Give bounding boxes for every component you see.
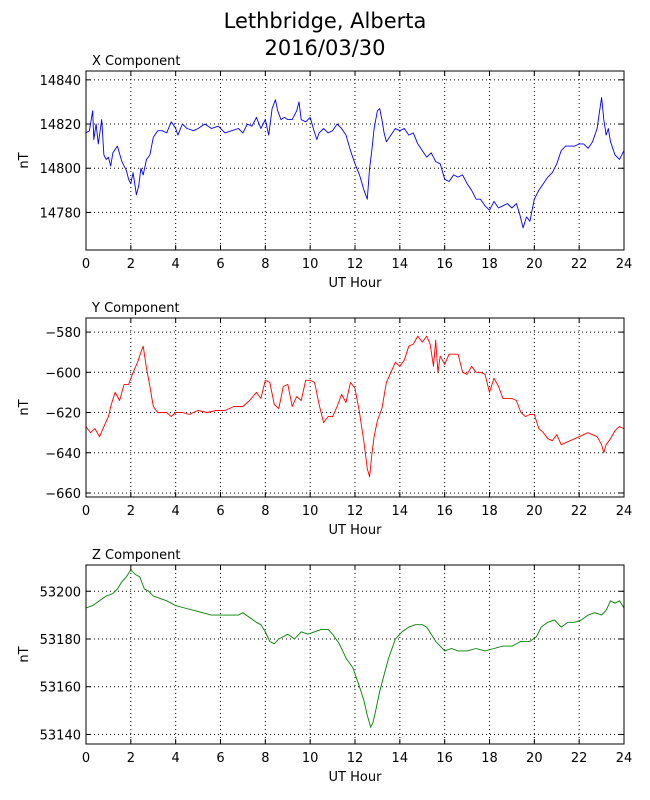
chart0-ytick-label: 14840 (40, 74, 81, 89)
chart1-xtick-label: 22 (571, 504, 588, 519)
chart0-xtick-label: 18 (481, 257, 498, 272)
chart1-ytick-label: −660 (45, 487, 81, 502)
chart1-xtick-label: 8 (261, 504, 269, 519)
chart2-xtick-label: 8 (261, 751, 269, 766)
chart1-xtick-label: 24 (616, 504, 633, 519)
chart2-xtick-label: 22 (571, 751, 588, 766)
chart2-ytick-label: 53200 (40, 585, 81, 600)
chart1-xtick-label: 16 (436, 504, 453, 519)
chart1-xtick-label: 18 (481, 504, 498, 519)
chart2-xtick-label: 4 (172, 751, 180, 766)
chart2-xtick-label: 16 (436, 751, 453, 766)
chart0-xtick-label: 22 (571, 257, 588, 272)
chart0-series-line (85, 97, 625, 229)
chart2-xtick-label: 20 (526, 751, 543, 766)
chart0-yaxis-label: nT (17, 152, 32, 168)
chart2-z-component-title: Z Component (92, 548, 181, 563)
chart2-xtick-label: 2 (127, 751, 135, 766)
chart2-xtick-label: 24 (616, 751, 633, 766)
figure-title-line1: Lethbridge, Alberta (223, 9, 427, 33)
chart1-xtick-label: 14 (392, 504, 409, 519)
chart0-ytick-label: 14800 (40, 162, 81, 177)
chart2-xtick-label: 12 (347, 751, 364, 766)
chart1-xtick-label: 10 (302, 504, 319, 519)
chart1-ytick-label: −580 (45, 326, 81, 341)
chart2-xtick-label: 18 (481, 751, 498, 766)
chart0-x-component-title: X Component (92, 54, 181, 69)
chart2-ytick-label: 53160 (40, 681, 81, 696)
chart0-ytick-label: 14820 (40, 118, 81, 133)
chart2-xtick-label: 14 (392, 751, 409, 766)
chart0-xtick-label: 20 (526, 257, 543, 272)
figure-title: Lethbridge, Alberta 2016/03/30 (0, 8, 650, 62)
chart1-ytick-label: −600 (45, 366, 81, 381)
y-component-panel: 0 2 4 6 8 10 12 14 16 18 20 22 24−580−600−620−640−66… (17, 301, 633, 538)
chart2-xtick-label: 10 (302, 751, 319, 766)
chart1-y-component-title: Y Component (91, 301, 180, 316)
chart2-xtick-label: 6 (216, 751, 224, 766)
chart1-series-line (85, 335, 625, 478)
chart0-ytick-label: 14780 (40, 206, 81, 221)
chart1-ytick-label: −640 (45, 447, 81, 462)
x-component-panel: 0 2 4 6 8 10 12 14 16 18 20 22 241478014800148201484… (17, 54, 633, 291)
chart2-series-line (85, 569, 625, 728)
chart0-xtick-label: 6 (216, 257, 224, 272)
chart0-xtick-label: 10 (302, 257, 319, 272)
chart1-xtick-label: 4 (172, 504, 180, 519)
chart0-xaxis-label: UT Hour (329, 276, 383, 291)
chart1-xtick-label: 2 (127, 504, 135, 519)
chart1-xtick-label: 0 (82, 504, 90, 519)
chart0-xtick-label: 16 (436, 257, 453, 272)
chart1-xtick-label: 12 (347, 504, 364, 519)
figure-title-line2: 2016/03/30 (264, 36, 386, 60)
chart0-xtick-label: 2 (127, 257, 135, 272)
chart2-xaxis-label: UT Hour (329, 770, 383, 785)
chart2-ytick-label: 53180 (40, 633, 81, 648)
chart2-yaxis-label: nT (17, 646, 32, 662)
chart0-xtick-label: 4 (172, 257, 180, 272)
chart0-xtick-label: 12 (347, 257, 364, 272)
chart1-xtick-label: 6 (216, 504, 224, 519)
chart0-xtick-label: 24 (616, 257, 633, 272)
chart1-xtick-label: 20 (526, 504, 543, 519)
z-component-panel: 0 2 4 6 8 10 12 14 16 18 20 22 245314053160531805320… (17, 548, 633, 785)
chart2-xtick-label: 0 (82, 751, 90, 766)
chart2-ytick-label: 53140 (40, 728, 81, 743)
chart1-xaxis-label: UT Hour (329, 523, 383, 538)
chart1-ytick-label: −620 (45, 407, 81, 422)
chart1-yaxis-label: nT (17, 399, 32, 415)
chart0-xtick-label: 8 (261, 257, 269, 272)
chart0-xtick-label: 14 (392, 257, 409, 272)
chart0-xtick-label: 0 (82, 257, 90, 272)
